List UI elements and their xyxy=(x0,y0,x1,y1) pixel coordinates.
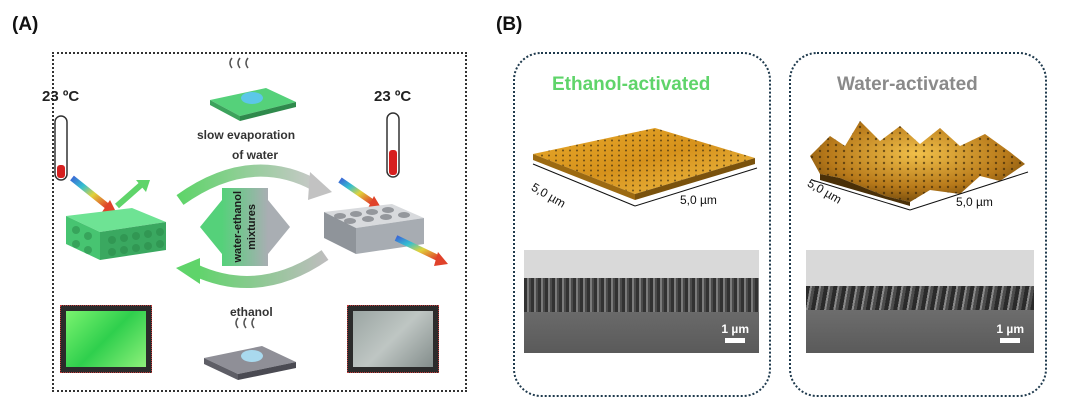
scale-bar-right xyxy=(1000,338,1020,343)
afm-left-axis-x: 5,0 µm xyxy=(680,193,717,207)
panel-a-label: (A) xyxy=(12,14,39,35)
sem-cross-section-ethanol: 1 µm xyxy=(524,250,759,353)
panel-a-frame xyxy=(52,52,467,392)
gray-porous-film-icon xyxy=(324,177,448,266)
temperature-left: 23 ºC xyxy=(42,88,80,105)
water-activated-card xyxy=(789,52,1047,397)
scale-bar-label-right: 1 µm xyxy=(996,322,1024,336)
scale-bar-label-left: 1 µm xyxy=(721,322,749,336)
water-activated-title: Water-activated xyxy=(837,74,978,95)
afm-flat-surface xyxy=(532,128,758,207)
sem-porous-layer xyxy=(524,278,759,312)
sem-substrate xyxy=(524,312,759,353)
ethanol-activated-card xyxy=(513,52,771,397)
afm-rough-surface xyxy=(810,121,1029,211)
center-label-line2: mixtures xyxy=(246,204,258,250)
center-label: water-ethanol mixtures xyxy=(222,188,268,266)
afm-right-axis-x: 5,0 µm xyxy=(956,195,993,209)
green-porous-film-icon xyxy=(66,175,166,260)
thermometer-left-icon xyxy=(54,115,68,181)
bottom-caption: ethanol xyxy=(230,305,273,319)
green-film-photo-sample xyxy=(66,311,146,367)
panel-b-label: (B) xyxy=(496,14,523,35)
gray-film-photo-sample xyxy=(353,311,433,367)
thermometer-right-icon xyxy=(386,112,400,178)
water-evaporation-slab-icon xyxy=(210,57,296,121)
center-double-arrow-icon xyxy=(200,188,290,266)
cycle-arrows xyxy=(176,164,332,288)
scale-bar-left xyxy=(725,338,745,343)
green-film-photo xyxy=(60,305,152,373)
gray-film-photo xyxy=(347,305,439,373)
sem-rough-layer xyxy=(806,286,1034,310)
center-label-line1: water-ethanol xyxy=(232,191,244,263)
top-caption-line2: of water xyxy=(232,148,279,162)
ethanol-evaporation-slab-icon xyxy=(204,317,296,380)
sem-substrate-right xyxy=(806,310,1034,353)
ethanol-activated-title: Ethanol-activated xyxy=(552,74,711,95)
top-caption-line1: slow evaporation xyxy=(197,128,296,142)
temperature-right: 23 ºC xyxy=(374,88,412,105)
sem-cross-section-water: 1 µm xyxy=(806,250,1034,353)
